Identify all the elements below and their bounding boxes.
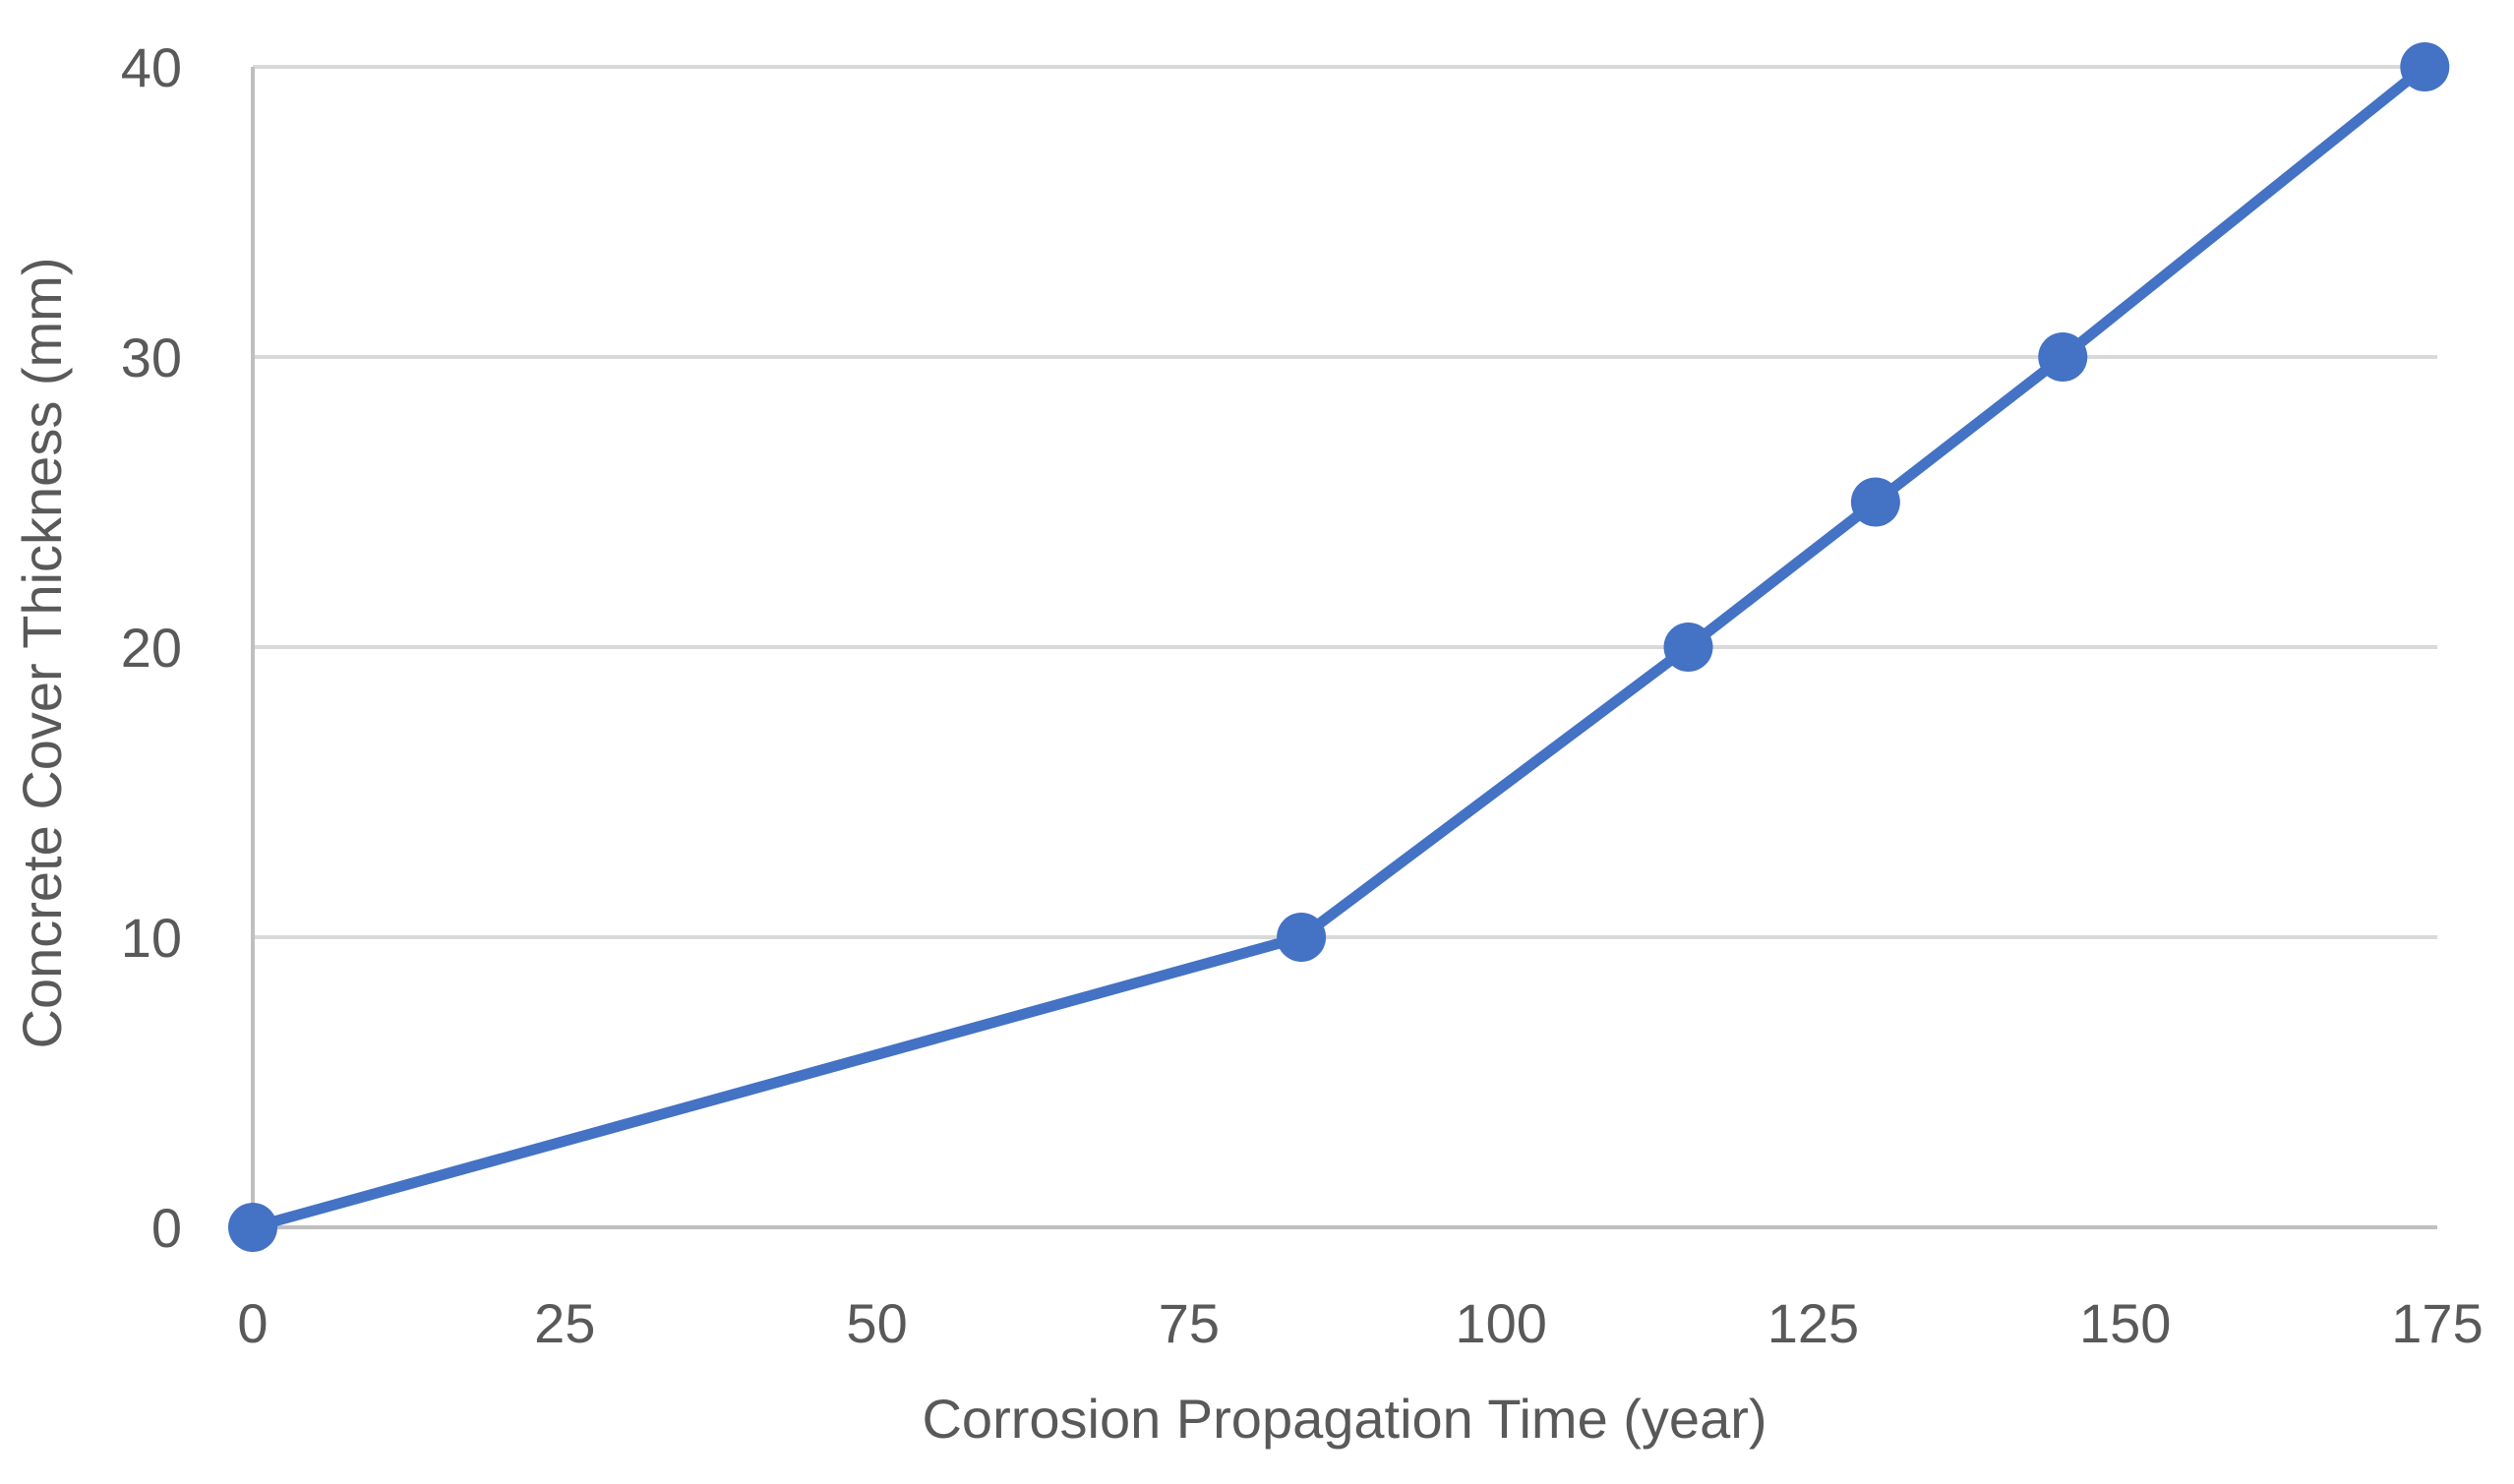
data-point [1663,623,1713,672]
data-point [2400,42,2450,91]
y-axis-tick-labels: 0 10 20 30 40 [121,36,182,1259]
x-tick-label: 75 [1159,1292,1220,1354]
x-tick-label: 150 [2079,1292,2171,1354]
x-axis-title: Corrosion Propagation Time (year) [922,1388,1766,1450]
y-tick-label: 40 [121,36,182,98]
x-tick-label: 50 [846,1292,907,1354]
series-line [247,61,2430,1233]
x-tick-label: 100 [1455,1292,1546,1354]
series-layer [228,42,2450,1252]
y-tick-label: 10 [121,907,182,969]
data-point [1850,477,1900,527]
x-tick-label: 0 [237,1292,268,1354]
x-tick-label: 175 [2391,1292,2483,1354]
y-axis-title: Concrete Cover Thickness (mm) [11,258,73,1049]
x-tick-label: 25 [534,1292,595,1354]
data-point [228,1203,277,1252]
y-tick-label: 30 [121,326,182,388]
data-point [2038,332,2088,382]
data-point [1277,913,1327,962]
y-tick-label: 20 [121,617,182,679]
gridlines [253,65,2437,939]
x-axis-tick-labels: 0 25 50 75 100 125 150 175 [237,1292,2483,1354]
y-tick-label: 0 [151,1197,182,1259]
axes [251,67,2437,1229]
x-tick-label: 125 [1767,1292,1859,1354]
